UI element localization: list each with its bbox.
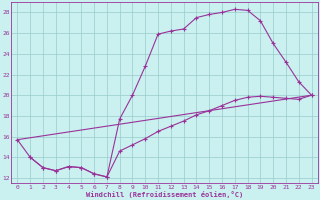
X-axis label: Windchill (Refroidissement éolien,°C): Windchill (Refroidissement éolien,°C) (86, 191, 243, 198)
